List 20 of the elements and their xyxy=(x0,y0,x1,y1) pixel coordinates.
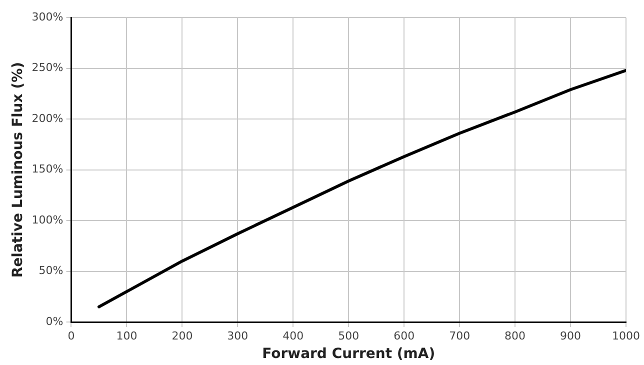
y-tick-label: 150% xyxy=(32,162,64,176)
y-tick-label: 300% xyxy=(32,10,64,24)
y-tick-label: 0% xyxy=(46,314,64,328)
y-tick-label: 50% xyxy=(38,264,64,278)
x-tick-label: 700 xyxy=(449,329,470,342)
y-axis-title: Relative Luminous Flux (%) xyxy=(10,62,26,278)
x-tick-label: 300 xyxy=(227,329,248,342)
x-tick-label: 600 xyxy=(394,329,415,342)
x-tick-label: 100 xyxy=(116,329,138,342)
x-tick-label: 800 xyxy=(504,329,526,342)
y-tick-label: 250% xyxy=(32,61,64,74)
x-tick-label: 1000 xyxy=(612,329,640,342)
x-tick-label: 900 xyxy=(560,329,582,342)
y-tick-label: 100% xyxy=(32,213,64,226)
x-tick-label: 500 xyxy=(338,329,360,342)
x-tick-label: 0 xyxy=(68,329,75,342)
x-tick-label: 200 xyxy=(172,329,193,342)
x-axis-title: Forward Current (mA) xyxy=(262,346,436,362)
x-tick-label: 400 xyxy=(282,329,304,342)
y-tick-label: 200% xyxy=(32,112,64,125)
